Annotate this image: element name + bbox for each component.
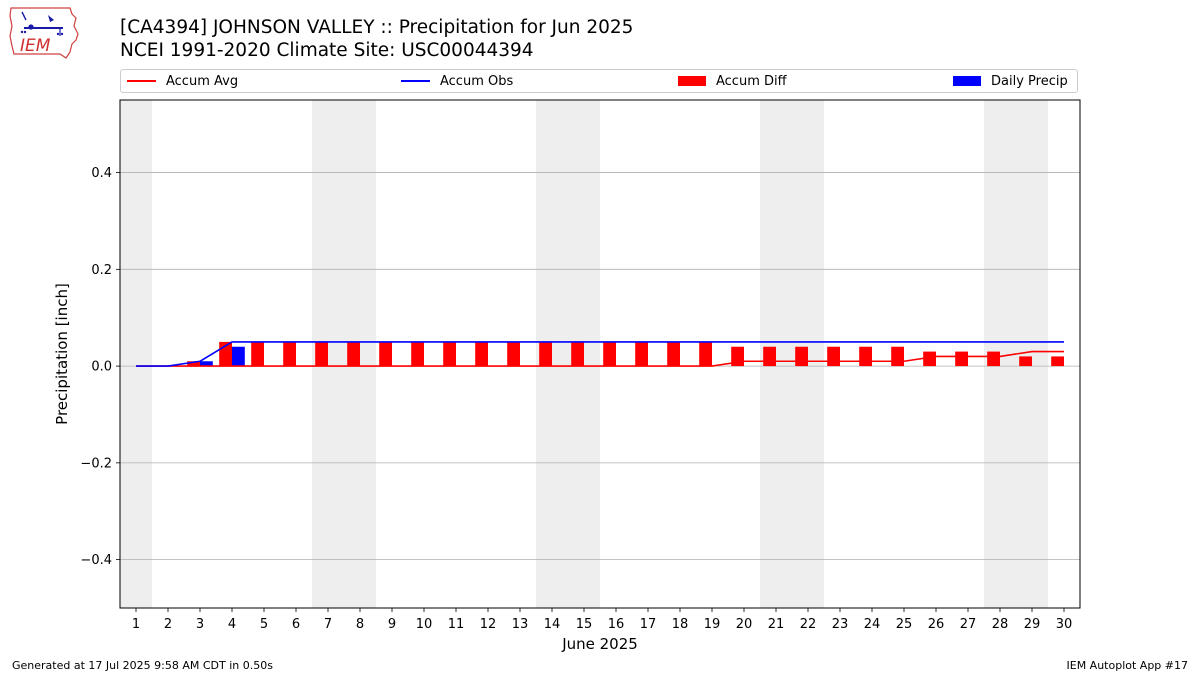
- accum-diff-bar: [571, 341, 584, 367]
- x-tick-label: 17: [640, 617, 657, 632]
- accum-diff-bar: [763, 346, 776, 367]
- legend-item-daily-precip: Daily Precip: [953, 73, 1068, 91]
- iem-logo-icon: IEM: [9, 7, 79, 59]
- accum-diff-bar: [507, 341, 520, 367]
- chart-legend: Accum Avg Accum Obs Accum Diff Daily Pre…: [120, 69, 1078, 93]
- legend-item-accum-avg: Accum Avg: [127, 73, 238, 91]
- accum-diff-bar: [859, 346, 872, 367]
- x-tick-label: 12: [480, 617, 497, 632]
- accum-diff-bar: [827, 346, 840, 367]
- iem-logo-text: IEM: [20, 36, 51, 56]
- x-tick-label: 15: [576, 617, 593, 632]
- accum-diff-bar: [475, 341, 488, 367]
- x-tick-label: 29: [1024, 617, 1041, 632]
- y-tick-label: −0.4: [80, 553, 112, 568]
- accum-diff-bar: [603, 341, 616, 367]
- accum-diff-bar: [539, 341, 552, 367]
- x-tick-label: 13: [512, 617, 529, 632]
- accum-diff-bar: [699, 341, 712, 367]
- accum-diff-bar: [955, 351, 968, 367]
- chart-title: [CA4394] JOHNSON VALLEY :: Precipitation…: [120, 17, 634, 38]
- accum-diff-bar: [795, 346, 808, 367]
- x-tick-label: 16: [608, 617, 625, 632]
- legend-item-accum-diff: Accum Diff: [678, 73, 787, 91]
- accum-obs-line: [136, 341, 1064, 367]
- x-tick-label: 30: [1056, 617, 1073, 632]
- accum-diff-bar: [315, 341, 328, 367]
- bars: [187, 341, 1064, 367]
- weekend-shade-0: [120, 100, 152, 608]
- x-tick-label: 26: [928, 617, 945, 632]
- x-axis-label: June 2025: [561, 635, 638, 653]
- accum-diff-bar: [667, 341, 680, 367]
- y-gridlines: [120, 172, 1080, 561]
- lines: [136, 341, 1064, 367]
- x-tick-label: 27: [960, 617, 977, 632]
- x-tick-label: 25: [896, 617, 913, 632]
- footer-app-text: IEM Autoplot App #17: [1066, 659, 1189, 672]
- x-tick-label: 5: [260, 617, 268, 632]
- legend-label-daily-precip: Daily Precip: [991, 74, 1068, 89]
- accum-diff-bar: [251, 341, 264, 367]
- x-tick-label: 11: [448, 617, 465, 632]
- legend-item-accum-obs: Accum Obs: [401, 73, 513, 91]
- legend-label-accum-avg: Accum Avg: [166, 74, 239, 89]
- x-tick-label: 10: [416, 617, 433, 632]
- accum-diff-bar: [187, 361, 200, 367]
- daily-precip-bar: [200, 361, 213, 367]
- x-tick-label: 6: [292, 617, 300, 632]
- accum-diff-bar: [443, 341, 456, 367]
- x-tick-label: 3: [196, 617, 204, 632]
- accum-diff-bar: [1019, 356, 1032, 367]
- accum-diff-bar: [411, 341, 424, 367]
- legend-label-accum-obs: Accum Obs: [440, 74, 514, 89]
- x-tick-label: 22: [800, 617, 817, 632]
- legend-swatch-accum-obs: [401, 79, 430, 82]
- accum-diff-bar: [347, 341, 360, 367]
- axis-ticks: 1 2 3 4 5 6 7 8 9 10 11 12 13 14 15 16 17 18 19 20 21 22 23 24 2…: [80, 166, 1072, 632]
- x-tick-label: 23: [832, 617, 849, 632]
- x-tick-label: 7: [324, 617, 332, 632]
- footer-generated-text: Generated at 17 Jul 2025 9:58 AM CDT in …: [12, 659, 273, 672]
- x-tick-label: 14: [544, 617, 561, 632]
- y-axis-label: Precipitation [inch]: [53, 283, 71, 425]
- accum-diff-bar: [379, 341, 392, 367]
- legend-label-accum-diff: Accum Diff: [716, 74, 787, 89]
- accum-diff-bar: [635, 341, 648, 367]
- x-tick-label: 20: [736, 617, 753, 632]
- daily-precip-bar: [232, 346, 245, 367]
- accum-diff-bar: [891, 346, 904, 367]
- accum-diff-bar: [283, 341, 296, 367]
- plot-frame: [119, 99, 1081, 609]
- x-tick-label: 21: [768, 617, 785, 632]
- legend-swatch-daily-precip: [953, 75, 981, 86]
- x-tick-label: 9: [388, 617, 396, 632]
- y-tick-label: 0.4: [91, 166, 112, 181]
- accum-avg-line: [136, 350, 1064, 367]
- x-tick-label: 24: [864, 617, 881, 632]
- x-tick-label: 28: [992, 617, 1009, 632]
- accum-diff-bar: [987, 351, 1000, 367]
- y-tick-label: −0.2: [80, 456, 112, 471]
- weekend-shading: [120, 100, 1048, 608]
- y-tick-label: 0.2: [91, 263, 112, 278]
- x-tick-label: 18: [672, 617, 689, 632]
- x-tick-label: 8: [356, 617, 364, 632]
- legend-swatch-accum-avg: [127, 79, 156, 82]
- x-tick-label: 19: [704, 617, 721, 632]
- accum-diff-bar: [1051, 356, 1064, 367]
- x-tick-label: 1: [132, 617, 140, 632]
- y-tick-label: 0.0: [91, 360, 112, 375]
- legend-swatch-accum-diff: [678, 75, 706, 86]
- x-tick-label: 2: [164, 617, 172, 632]
- chart-subtitle: NCEI 1991-2020 Climate Site: USC00044394: [120, 40, 534, 61]
- accum-diff-bar: [923, 351, 936, 367]
- x-tick-label: 4: [228, 617, 236, 632]
